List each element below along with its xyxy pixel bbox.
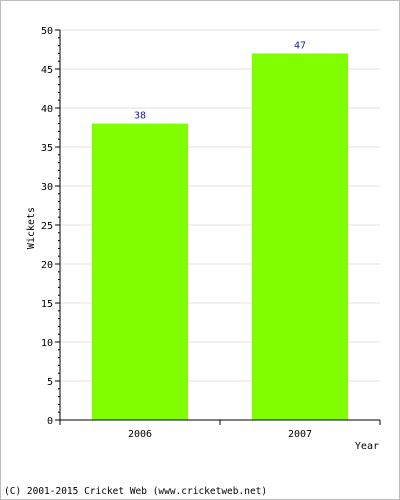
y-tick-label: 45 (41, 65, 53, 76)
data-label: 38 (134, 111, 146, 122)
bar (252, 53, 348, 421)
data-labels: 38 47 (134, 40, 306, 121)
y-tick-label: 25 (41, 221, 53, 232)
x-axis-title: Year (355, 441, 379, 452)
y-tick-label: 20 (41, 260, 53, 271)
y-tick-label: 0 (47, 416, 53, 427)
y-tick-label: 40 (41, 104, 53, 115)
y-axis-title: Wickets (26, 207, 37, 249)
x-tick-label: 2007 (288, 429, 312, 440)
y-tick-label: 5 (47, 377, 53, 388)
y-tick-label: 35 (41, 143, 53, 154)
y-tick-label: 30 (41, 182, 53, 193)
x-axis-ticks: 2006 2007 (59, 420, 381, 440)
copyright-footer: (C) 2001-2015 Cricket Web (www.cricketwe… (4, 486, 268, 497)
bars (92, 53, 348, 421)
bar (92, 123, 188, 420)
y-axis-ticks: 0 5 10 15 20 25 30 35 40 45 50 (41, 26, 60, 427)
y-tick-label: 50 (41, 26, 53, 37)
y-tick-label: 10 (41, 338, 53, 349)
data-label: 47 (294, 40, 306, 51)
x-tick-label: 2006 (128, 429, 152, 440)
y-tick-label: 15 (41, 299, 53, 310)
